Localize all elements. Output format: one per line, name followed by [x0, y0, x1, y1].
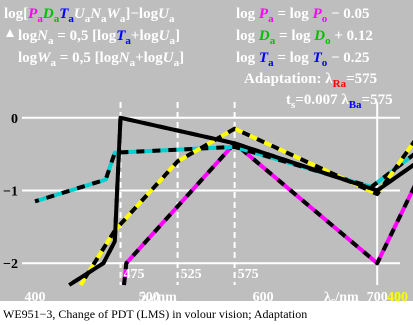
figure-caption: WE951−3, Change of PDT (LMS) in volour v… — [3, 307, 308, 321]
series-lines — [34, 115, 413, 287]
series-line-dash — [122, 141, 413, 286]
x-tick-label-right: 400 — [387, 290, 408, 305]
vertical-line-label: 525 — [181, 267, 202, 282]
header-adaptation-line: Adaptation: λRa=575 — [244, 71, 377, 90]
header-formula-line: log Da = log Do + 0.12 — [236, 28, 373, 47]
vline-labels: 475 525 575 — [124, 267, 259, 282]
chart-panel — [0, 0, 413, 301]
header-formula-line: logWa = 0,5 [logNa+logUa] — [18, 50, 184, 69]
x-tick-label: 400 — [25, 290, 46, 305]
x-axis-title: λd/nm — [141, 290, 177, 307]
header-formula-line: log Ta = log To − 0.25 — [236, 50, 370, 69]
x-tick-label: 700 — [367, 290, 388, 305]
y-tick-label: −1 — [3, 185, 18, 200]
series-line-dash — [34, 144, 413, 204]
x-axis-title: λc/nm — [324, 290, 359, 307]
x-tick-labels: 400 500 600 700 400 — [25, 290, 409, 305]
vertical-line-label: 475 — [124, 267, 145, 282]
x-tick-label: 600 — [253, 290, 274, 305]
header-formula-line: log Pa = log Po − 0.05 — [236, 6, 370, 25]
header-formula-line: logNa = 0,5 [logTa+logUa] — [18, 28, 180, 47]
header-adaptation-line: ts=0.007 λBa=575 — [286, 92, 393, 111]
x-tick-label: 500 — [139, 290, 160, 305]
series-line-dash — [78, 126, 413, 287]
y-tick-label: 0 — [11, 112, 18, 127]
axis-titles: λd/nm λc/nm — [141, 290, 359, 307]
vertical-line-label: 575 — [238, 267, 259, 282]
y-tick-label: −2 — [3, 257, 18, 272]
header-formula-line: log[PaDaTaUaNaWa]−logUa — [4, 6, 175, 25]
header-block: log[PaDaTaUaNaWa]−logUa logNa = 0,5 [logT… — [4, 6, 393, 111]
up-arrow-icon — [6, 29, 14, 37]
series-line — [68, 115, 413, 287]
y-tick-labels: 0 −1 −2 — [3, 112, 18, 272]
